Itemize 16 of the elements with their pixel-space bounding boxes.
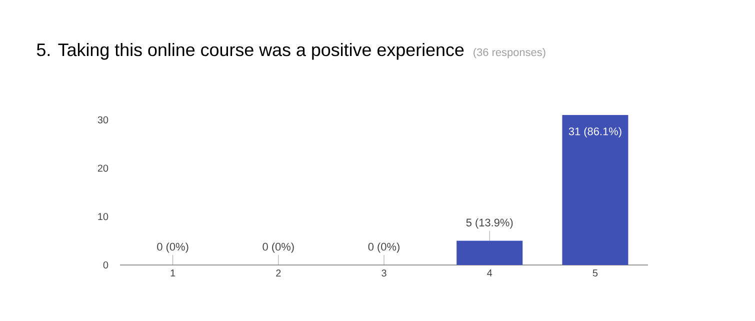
y-tick-label: 30 <box>98 116 108 124</box>
data-label: 31 (86.1%) <box>568 127 622 138</box>
x-tick-label: 3 <box>382 270 386 277</box>
y-tick-label: 20 <box>98 164 108 172</box>
x-tick-label: 2 <box>276 270 281 276</box>
data-label: 0 (0%) <box>157 242 188 253</box>
chart-title: 5. Taking this online course was a positive experience <box>36 42 464 60</box>
data-label: 5 (13.9%) <box>466 218 513 229</box>
y-tick-label: 0 <box>103 261 108 269</box>
y-tick-label: 10 <box>98 213 108 220</box>
data-label: 0 (0%) <box>262 242 294 253</box>
x-tick-label: 1 <box>170 270 176 276</box>
data-label: 0 (0%) <box>368 242 400 253</box>
chart-subtitle: (36 responses) <box>474 48 546 58</box>
x-tick-label: 4 <box>487 270 492 276</box>
x-tick-label: 5 <box>592 270 598 276</box>
